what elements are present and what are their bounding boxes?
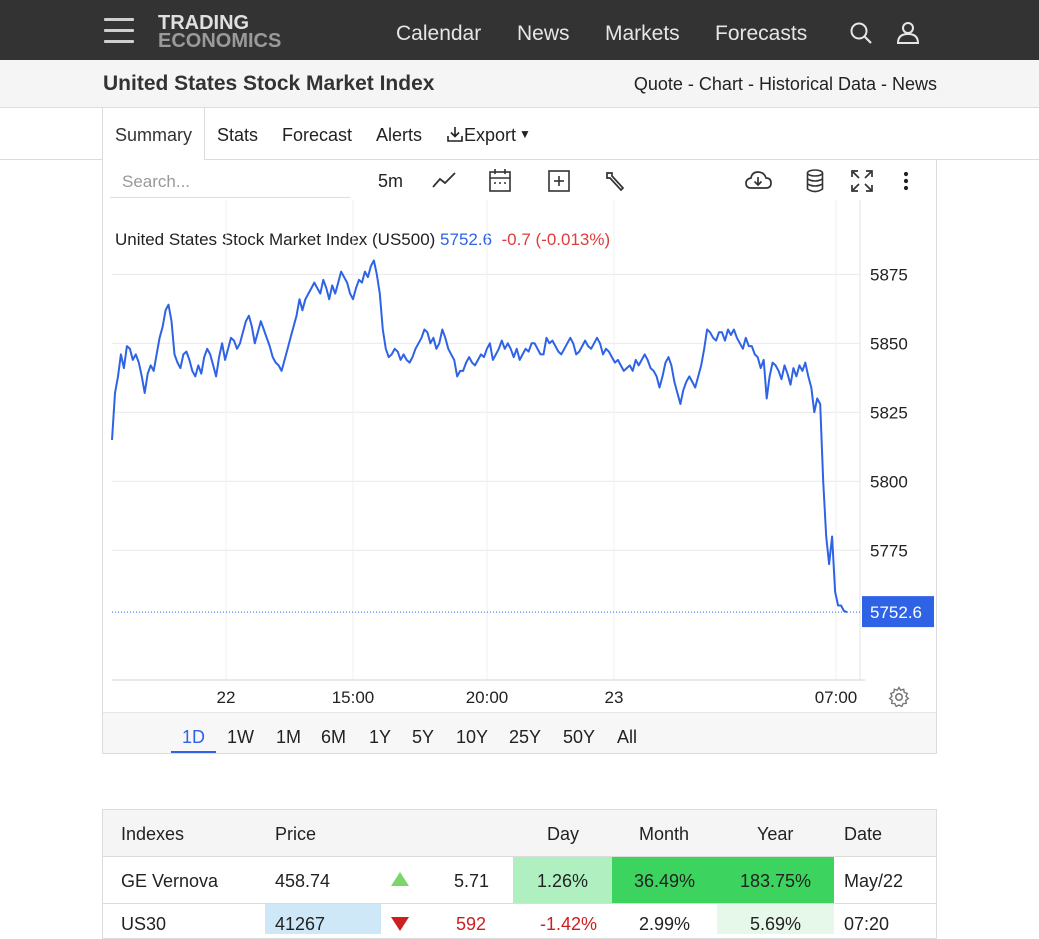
y-tick-label: 5800 <box>870 472 908 491</box>
x-tick-label: 22 <box>217 688 236 707</box>
legend-change: -0.7 (-0.013%) <box>501 230 611 249</box>
up-arrow-icon <box>391 872 409 886</box>
chart-legend: United States Stock Market Index (US500)… <box>115 230 610 250</box>
row-divider <box>103 903 936 904</box>
header-month[interactable]: Month <box>639 824 690 844</box>
month-change-cell-bg <box>612 857 717 903</box>
tab-alerts[interactable]: Alerts <box>376 125 423 145</box>
row-day: -1.42% <box>540 914 598 934</box>
tab-active-background <box>102 108 205 161</box>
price-series-line <box>111 259 848 614</box>
row-change: 592 <box>456 914 487 934</box>
link-news[interactable]: News <box>891 74 937 94</box>
header-date[interactable]: Date <box>844 824 883 844</box>
row-year: 5.69% <box>750 914 802 934</box>
page-title: United States Stock Market Index <box>103 72 435 95</box>
cloud-download-icon[interactable] <box>744 168 772 194</box>
date-range-bar <box>103 712 936 753</box>
user-icon[interactable] <box>895 20 921 46</box>
tab-summary[interactable]: Summary <box>115 125 193 145</box>
price-line-chart[interactable]: 5875 5850 5825 5800 5775 22 15:00 20:00 23 07:00 5… <box>103 200 936 712</box>
chart-settings-gear-icon[interactable] <box>888 686 910 708</box>
active-range-underline <box>171 751 216 753</box>
chart-search-input[interactable] <box>110 166 350 198</box>
header-year[interactable]: Year <box>757 824 794 844</box>
last-price-tag: 5752.6 <box>870 603 922 622</box>
row-month: 2.99% <box>639 914 691 934</box>
more-options-icon[interactable] <box>900 168 912 194</box>
tab-stats[interactable]: Stats <box>217 125 259 145</box>
tabs-row: Summary Stats Forecast Alerts Export ▼ <box>0 108 1039 161</box>
nav-forecasts[interactable]: Forecasts <box>715 22 808 45</box>
nav-markets[interactable]: Markets <box>605 22 680 45</box>
wrench-icon[interactable] <box>603 168 627 194</box>
range-50y[interactable]: 50Y <box>563 727 596 747</box>
row-day: 1.26% <box>537 871 589 891</box>
y-tick-label: 5825 <box>870 403 908 422</box>
range-25y[interactable]: 25Y <box>509 727 542 747</box>
row-change: 5.71 <box>454 871 490 891</box>
row-date: 07:20 <box>844 914 890 934</box>
menu-icon[interactable] <box>104 18 136 44</box>
y-tick-label: 5875 <box>870 265 908 284</box>
quick-links: Quote - Chart - Historical Data - News <box>633 74 937 94</box>
x-tick-label: 15:00 <box>332 688 375 707</box>
calendar-icon[interactable] <box>488 168 512 194</box>
range-6m[interactable]: 6M <box>321 727 347 747</box>
chart-panel <box>102 160 937 754</box>
header-indexes[interactable]: Indexes <box>121 824 185 844</box>
day-change-cell-bg <box>513 857 612 903</box>
nav-calendar[interactable]: Calendar <box>396 22 482 45</box>
line-chart-icon[interactable] <box>431 168 457 194</box>
link-chart[interactable]: Chart <box>698 74 743 94</box>
nav-news[interactable]: News <box>517 22 570 45</box>
row-date: May/22 <box>844 871 904 891</box>
legend-series-name: United States Stock Market Index (US500) <box>115 230 436 249</box>
database-icon[interactable] <box>805 168 825 194</box>
caret-down-icon: ▼ <box>519 127 531 141</box>
range-10y[interactable]: 10Y <box>456 727 489 747</box>
table-header <box>103 810 936 857</box>
header-day[interactable]: Day <box>547 824 580 844</box>
interval-selector[interactable]: 5m <box>378 171 404 191</box>
year-change-cell-bg <box>717 857 834 903</box>
x-tick-label: 20:00 <box>466 688 509 707</box>
fullscreen-icon[interactable] <box>850 168 874 194</box>
row-price: 458.74 <box>275 871 331 891</box>
range-1d[interactable]: 1D <box>182 727 206 747</box>
range-1w[interactable]: 1W <box>227 727 254 747</box>
y-tick-label: 5775 <box>870 541 908 560</box>
range-5y[interactable]: 5Y <box>412 727 435 747</box>
range-1y[interactable]: 1Y <box>369 727 392 747</box>
tab-forecast[interactable]: Forecast <box>282 125 353 145</box>
row-month: 36.49% <box>634 871 696 891</box>
title-bar: United States Stock Market Index Quote -… <box>0 60 1039 108</box>
link-historical-data[interactable]: Historical Data <box>758 74 876 94</box>
y-tick-label: 5850 <box>870 334 908 353</box>
search-icon[interactable] <box>848 20 874 46</box>
row-name-link[interactable]: GE Vernova <box>121 871 219 891</box>
row-year: 183.75% <box>740 871 812 891</box>
download-icon <box>447 127 463 142</box>
legend-price: 5752.6 <box>440 230 493 249</box>
last-price-tag-bg <box>862 596 934 628</box>
top-navigation-bar: TRADING ECONOMICS Calendar News Markets … <box>0 0 1039 60</box>
trading-economics-logo[interactable]: TRADING ECONOMICS <box>158 12 282 52</box>
row-name-link[interactable]: US30 <box>121 914 167 934</box>
x-tick-label: 23 <box>605 688 624 707</box>
row-price: 41267 <box>275 914 326 934</box>
link-quote[interactable]: Quote <box>633 74 683 94</box>
add-indicator-icon[interactable] <box>547 168 571 194</box>
range-1m[interactable]: 1M <box>276 727 302 747</box>
header-price[interactable]: Price <box>275 824 317 844</box>
x-tick-label: 07:00 <box>815 688 858 707</box>
range-all[interactable]: All <box>617 727 638 747</box>
export-dropdown[interactable]: Export ▼ <box>446 125 531 146</box>
down-arrow-icon <box>391 917 409 931</box>
